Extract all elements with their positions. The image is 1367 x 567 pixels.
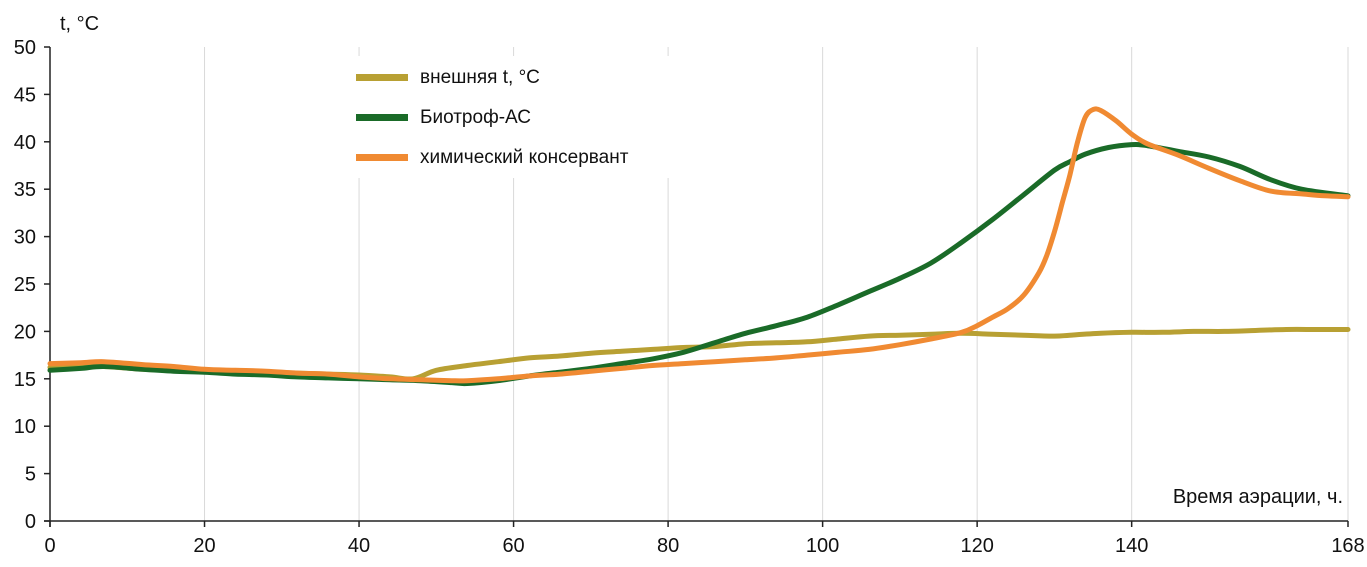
y-tick-label: 5 bbox=[25, 464, 36, 486]
legend-swatch bbox=[356, 154, 408, 161]
ticks: 0 20 40 60 80 100 120 140 168 0 5 10 15 20 25 30 35 40 45 5… bbox=[14, 37, 1365, 557]
legend-label: внешняя t, °С bbox=[420, 67, 540, 88]
x-tick-label: 40 bbox=[348, 535, 370, 557]
y-tick-label: 0 bbox=[25, 511, 36, 533]
y-tick-label: 35 bbox=[14, 179, 36, 201]
y-tick-label: 45 bbox=[14, 84, 36, 106]
series-line-2 bbox=[47, 141, 1351, 387]
series bbox=[47, 106, 1351, 387]
y-tick-label: 15 bbox=[14, 369, 36, 391]
y-axis-title: t, °C bbox=[60, 13, 99, 35]
y-tick-label: 30 bbox=[14, 227, 36, 249]
x-tick-label: 80 bbox=[657, 535, 679, 557]
x-tick-label: 120 bbox=[960, 535, 993, 557]
y-tick-label: 10 bbox=[14, 416, 36, 438]
y-tick-label: 50 bbox=[14, 37, 36, 59]
series-line-3 bbox=[47, 106, 1351, 384]
x-axis-title: Время аэрации, ч. bbox=[1173, 486, 1343, 508]
y-tick-label: 25 bbox=[14, 274, 36, 296]
y-tick-label: 40 bbox=[14, 132, 36, 154]
x-tick-label: 60 bbox=[502, 535, 524, 557]
axes bbox=[44, 47, 1348, 527]
x-tick-label: 20 bbox=[193, 535, 215, 557]
x-tick-label: 168 bbox=[1331, 535, 1364, 557]
x-tick-label: 100 bbox=[806, 535, 839, 557]
legend-swatch bbox=[356, 114, 408, 121]
y-tick-label: 20 bbox=[14, 321, 36, 343]
legend-label: химический консервант bbox=[420, 147, 629, 168]
x-tick-label: 0 bbox=[44, 535, 55, 557]
legend-swatch bbox=[356, 74, 408, 81]
x-tick-label: 140 bbox=[1115, 535, 1148, 557]
legend: внешняя t, °С Биотроф-АС химический консер… bbox=[340, 56, 680, 178]
legend-label: Биотроф-АС bbox=[420, 107, 531, 128]
